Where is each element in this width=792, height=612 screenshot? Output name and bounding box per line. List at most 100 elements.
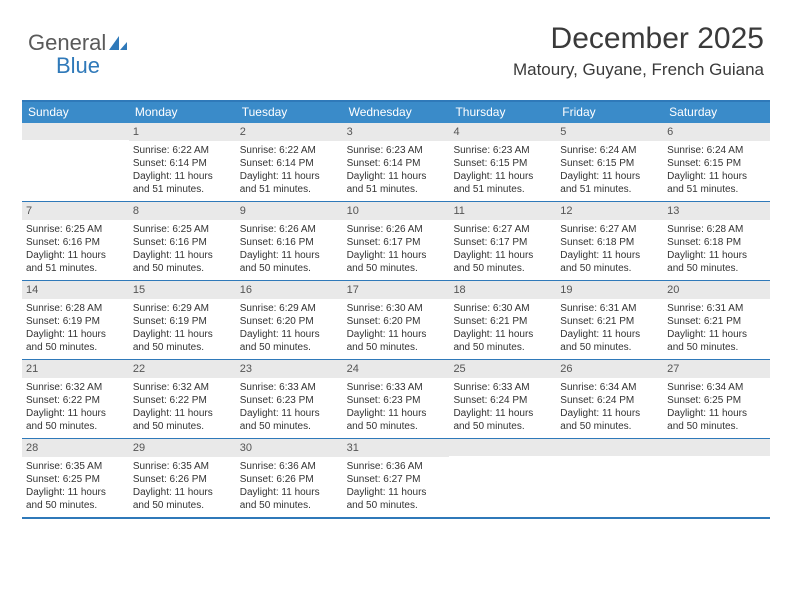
calendar-day: 2Sunrise: 6:22 AMSunset: 6:14 PMDaylight…	[236, 123, 343, 201]
calendar-day: 31Sunrise: 6:36 AMSunset: 6:27 PMDayligh…	[343, 439, 450, 517]
day-info-line: Sunset: 6:21 PM	[667, 315, 766, 328]
calendar-day	[22, 123, 129, 201]
day-info-line: Daylight: 11 hours	[560, 328, 659, 341]
day-number: 11	[449, 202, 556, 220]
day-info-line: Daylight: 11 hours	[240, 328, 339, 341]
day-number: 9	[236, 202, 343, 220]
day-info-line: Sunset: 6:21 PM	[560, 315, 659, 328]
day-info-line: Sunrise: 6:29 AM	[133, 302, 232, 315]
day-info-line: Daylight: 11 hours	[240, 249, 339, 262]
day-number	[449, 439, 556, 456]
calendar-week: 1Sunrise: 6:22 AMSunset: 6:14 PMDaylight…	[22, 123, 770, 201]
column-header: Saturday	[663, 102, 770, 123]
day-number: 13	[663, 202, 770, 220]
calendar-day: 3Sunrise: 6:23 AMSunset: 6:14 PMDaylight…	[343, 123, 450, 201]
calendar-day: 25Sunrise: 6:33 AMSunset: 6:24 PMDayligh…	[449, 360, 556, 438]
day-number: 29	[129, 439, 236, 457]
day-info-line: Daylight: 11 hours	[133, 249, 232, 262]
day-number: 17	[343, 281, 450, 299]
day-info-line: Daylight: 11 hours	[453, 249, 552, 262]
day-info-line: Sunset: 6:22 PM	[26, 394, 125, 407]
day-info-line: Daylight: 11 hours	[26, 407, 125, 420]
day-number: 26	[556, 360, 663, 378]
day-info-line: Sunset: 6:18 PM	[560, 236, 659, 249]
day-info-line: Sunrise: 6:28 AM	[26, 302, 125, 315]
day-number: 5	[556, 123, 663, 141]
calendar-day: 14Sunrise: 6:28 AMSunset: 6:19 PMDayligh…	[22, 281, 129, 359]
brand-logo: General Blue	[28, 30, 128, 79]
day-number: 18	[449, 281, 556, 299]
day-number: 21	[22, 360, 129, 378]
day-number	[22, 123, 129, 140]
day-info-line: and 50 minutes.	[667, 262, 766, 275]
calendar-day: 23Sunrise: 6:33 AMSunset: 6:23 PMDayligh…	[236, 360, 343, 438]
calendar-weeks: 1Sunrise: 6:22 AMSunset: 6:14 PMDaylight…	[22, 123, 770, 517]
day-number: 1	[129, 123, 236, 141]
day-number: 15	[129, 281, 236, 299]
day-info-line: and 50 minutes.	[453, 341, 552, 354]
day-info-line: Sunset: 6:18 PM	[667, 236, 766, 249]
day-info-line: and 50 minutes.	[26, 341, 125, 354]
day-info-line: Sunset: 6:24 PM	[560, 394, 659, 407]
calendar-grid: SundayMondayTuesdayWednesdayThursdayFrid…	[22, 100, 770, 519]
day-info-line: and 50 minutes.	[240, 341, 339, 354]
calendar-day: 6Sunrise: 6:24 AMSunset: 6:15 PMDaylight…	[663, 123, 770, 201]
day-info-line: Sunrise: 6:29 AM	[240, 302, 339, 315]
day-number: 25	[449, 360, 556, 378]
day-info-line: Daylight: 11 hours	[133, 170, 232, 183]
day-info-line: Sunrise: 6:31 AM	[667, 302, 766, 315]
day-info-line: Sunrise: 6:32 AM	[133, 381, 232, 394]
calendar-day: 20Sunrise: 6:31 AMSunset: 6:21 PMDayligh…	[663, 281, 770, 359]
calendar-day: 5Sunrise: 6:24 AMSunset: 6:15 PMDaylight…	[556, 123, 663, 201]
day-info-line: Sunrise: 6:36 AM	[347, 460, 446, 473]
day-info-line: Sunset: 6:14 PM	[133, 157, 232, 170]
day-info-line: Sunrise: 6:32 AM	[26, 381, 125, 394]
day-info-line: and 50 minutes.	[240, 420, 339, 433]
day-info-line: and 50 minutes.	[347, 262, 446, 275]
day-info-line: Sunrise: 6:34 AM	[560, 381, 659, 394]
calendar-day: 18Sunrise: 6:30 AMSunset: 6:21 PMDayligh…	[449, 281, 556, 359]
day-info-line: Sunrise: 6:25 AM	[133, 223, 232, 236]
day-info-line: and 50 minutes.	[560, 341, 659, 354]
day-info-line: and 51 minutes.	[133, 183, 232, 196]
day-info-line: Sunrise: 6:33 AM	[347, 381, 446, 394]
column-header: Wednesday	[343, 102, 450, 123]
day-info-line: and 51 minutes.	[560, 183, 659, 196]
day-info-line: Sunrise: 6:27 AM	[560, 223, 659, 236]
calendar-day: 13Sunrise: 6:28 AMSunset: 6:18 PMDayligh…	[663, 202, 770, 280]
calendar-header-row: SundayMondayTuesdayWednesdayThursdayFrid…	[22, 102, 770, 123]
day-number: 22	[129, 360, 236, 378]
day-info-line: Sunrise: 6:33 AM	[453, 381, 552, 394]
calendar-day: 19Sunrise: 6:31 AMSunset: 6:21 PMDayligh…	[556, 281, 663, 359]
day-info-line: Daylight: 11 hours	[133, 486, 232, 499]
day-info-line: Daylight: 11 hours	[347, 407, 446, 420]
day-info-line: Daylight: 11 hours	[667, 170, 766, 183]
day-info-line: and 51 minutes.	[667, 183, 766, 196]
day-info-line: Sunrise: 6:27 AM	[453, 223, 552, 236]
day-info-line: Sunset: 6:20 PM	[347, 315, 446, 328]
day-info-line: Sunset: 6:25 PM	[667, 394, 766, 407]
day-info-line: Sunrise: 6:25 AM	[26, 223, 125, 236]
day-number: 4	[449, 123, 556, 141]
day-info-line: and 50 minutes.	[26, 499, 125, 512]
day-info-line: Sunrise: 6:35 AM	[133, 460, 232, 473]
day-info-line: Daylight: 11 hours	[560, 407, 659, 420]
day-info-line: Sunset: 6:26 PM	[240, 473, 339, 486]
logo-sail-icon	[108, 31, 128, 57]
calendar-day: 16Sunrise: 6:29 AMSunset: 6:20 PMDayligh…	[236, 281, 343, 359]
day-info-line: and 50 minutes.	[453, 420, 552, 433]
day-info-line: Sunset: 6:21 PM	[453, 315, 552, 328]
column-header: Friday	[556, 102, 663, 123]
calendar-day	[663, 439, 770, 517]
calendar-day: 9Sunrise: 6:26 AMSunset: 6:16 PMDaylight…	[236, 202, 343, 280]
day-info-line: Sunrise: 6:26 AM	[240, 223, 339, 236]
page-subtitle: Matoury, Guyane, French Guiana	[513, 60, 764, 80]
calendar-day	[556, 439, 663, 517]
calendar-day: 21 Sunrise: 6:32 AMSunset: 6:22 PMDayligh…	[22, 360, 129, 438]
day-info-line: Sunrise: 6:35 AM	[26, 460, 125, 473]
calendar-day: 22Sunrise: 6:32 AMSunset: 6:22 PMDayligh…	[129, 360, 236, 438]
day-info-line: Sunset: 6:22 PM	[133, 394, 232, 407]
day-number: 8	[129, 202, 236, 220]
column-header: Sunday	[22, 102, 129, 123]
day-info-line: Daylight: 11 hours	[667, 249, 766, 262]
